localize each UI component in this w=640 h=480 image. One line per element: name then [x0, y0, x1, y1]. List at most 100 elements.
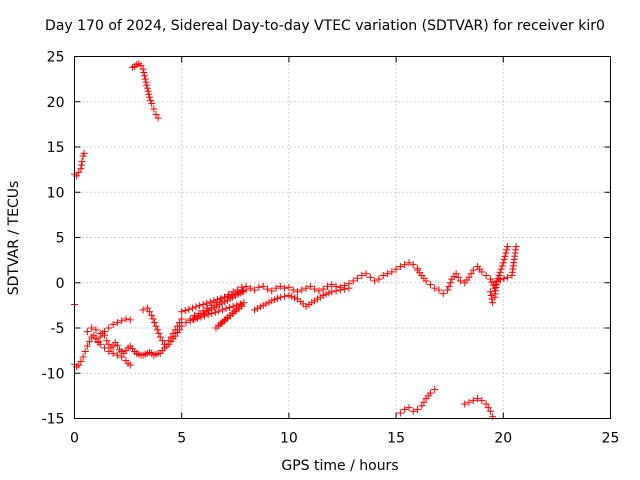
axis-ticks: 0 5 10 15 20 25 -15 -10 -5 0 5 10 15 20 25: [42, 50, 620, 447]
data-point: [88, 324, 96, 332]
data-point: [456, 277, 464, 285]
data-point: [203, 299, 211, 307]
data-point: [143, 304, 151, 312]
data-point: [105, 340, 113, 348]
data-point: [253, 304, 261, 312]
data-point: [328, 288, 336, 296]
data-point: [92, 326, 100, 334]
data-point: [426, 389, 434, 397]
data-point: [140, 68, 148, 76]
data-point: [396, 409, 404, 417]
data-point: [142, 78, 150, 86]
y-tick-label: 20: [47, 95, 65, 111]
data-point: [103, 337, 111, 345]
data-point: [316, 293, 324, 301]
data-point: [405, 404, 413, 412]
plot-area: [74, 56, 611, 419]
data-point: [467, 270, 475, 278]
data-point: [77, 357, 85, 365]
data-point: [78, 157, 86, 165]
data-point: [185, 305, 193, 313]
data-point: [502, 249, 510, 257]
data-point: [201, 312, 209, 320]
data-point: [154, 114, 162, 122]
y-tick-label: -10: [42, 366, 65, 382]
data-point: [469, 266, 477, 274]
data-point: [332, 287, 340, 295]
data-point: [431, 284, 439, 292]
data-point: [465, 273, 473, 281]
data-point: [143, 81, 151, 89]
data-point: [401, 405, 409, 413]
data-point: [487, 291, 495, 299]
data-point: [305, 300, 313, 308]
data-point: [193, 314, 201, 322]
data-point: [444, 286, 452, 294]
data-point: [439, 290, 447, 298]
data-point: [302, 284, 310, 292]
y-tick-label: -15: [42, 412, 65, 428]
data-point: [145, 90, 153, 98]
data-point: [167, 333, 175, 341]
data-point: [498, 262, 506, 270]
data-point: [323, 282, 331, 290]
data-point: [173, 322, 181, 330]
data-point: [211, 308, 219, 316]
data-point: [478, 268, 486, 276]
data-point: [445, 282, 453, 290]
data-point: [379, 272, 387, 280]
data-point: [465, 398, 473, 406]
data-point: [113, 351, 121, 359]
data-point: [151, 319, 159, 327]
data-point: [148, 100, 156, 108]
data-point: [118, 317, 126, 325]
data-point: [141, 75, 149, 83]
data-point: [126, 316, 134, 324]
data-point: [488, 295, 496, 303]
data-point: [501, 252, 509, 260]
data-point: [311, 285, 319, 293]
data-point: [354, 274, 362, 282]
data-point: [80, 149, 88, 157]
data-point: [302, 302, 310, 310]
data-point: [293, 288, 301, 296]
y-tick-label: 15: [47, 140, 65, 156]
data-point: [90, 331, 98, 339]
data-point: [143, 84, 151, 92]
data-point: [75, 168, 83, 176]
data-point: [325, 289, 333, 297]
data-point: [165, 337, 173, 345]
data-point: [109, 320, 117, 328]
data-points: [71, 60, 520, 421]
data-point: [152, 110, 160, 118]
data-point: [101, 344, 109, 352]
data-point: [77, 161, 85, 169]
data-point: [83, 342, 91, 350]
data-point: [493, 277, 501, 285]
data-point: [265, 298, 273, 306]
data-point: [259, 282, 267, 290]
data-point: [148, 311, 156, 319]
data-point: [118, 353, 126, 361]
data-point: [478, 396, 486, 404]
data-point: [418, 402, 426, 410]
x-axis-label: GPS time / hours: [281, 458, 398, 474]
data-point: [181, 307, 189, 315]
data-point: [178, 315, 186, 323]
data-point: [139, 306, 147, 314]
data-point: [308, 299, 316, 307]
data-point: [150, 105, 158, 113]
data-point: [362, 270, 370, 278]
y-tick-label: 10: [47, 185, 65, 201]
data-point: [105, 324, 113, 332]
x-tick-label: 0: [70, 431, 79, 447]
data-point: [262, 300, 270, 308]
data-point: [500, 275, 508, 283]
data-point: [109, 342, 117, 350]
data-point: [178, 308, 186, 316]
y-tick-label: 5: [56, 231, 65, 247]
data-point: [126, 361, 134, 369]
data-point: [158, 337, 166, 345]
data-point: [306, 282, 314, 290]
